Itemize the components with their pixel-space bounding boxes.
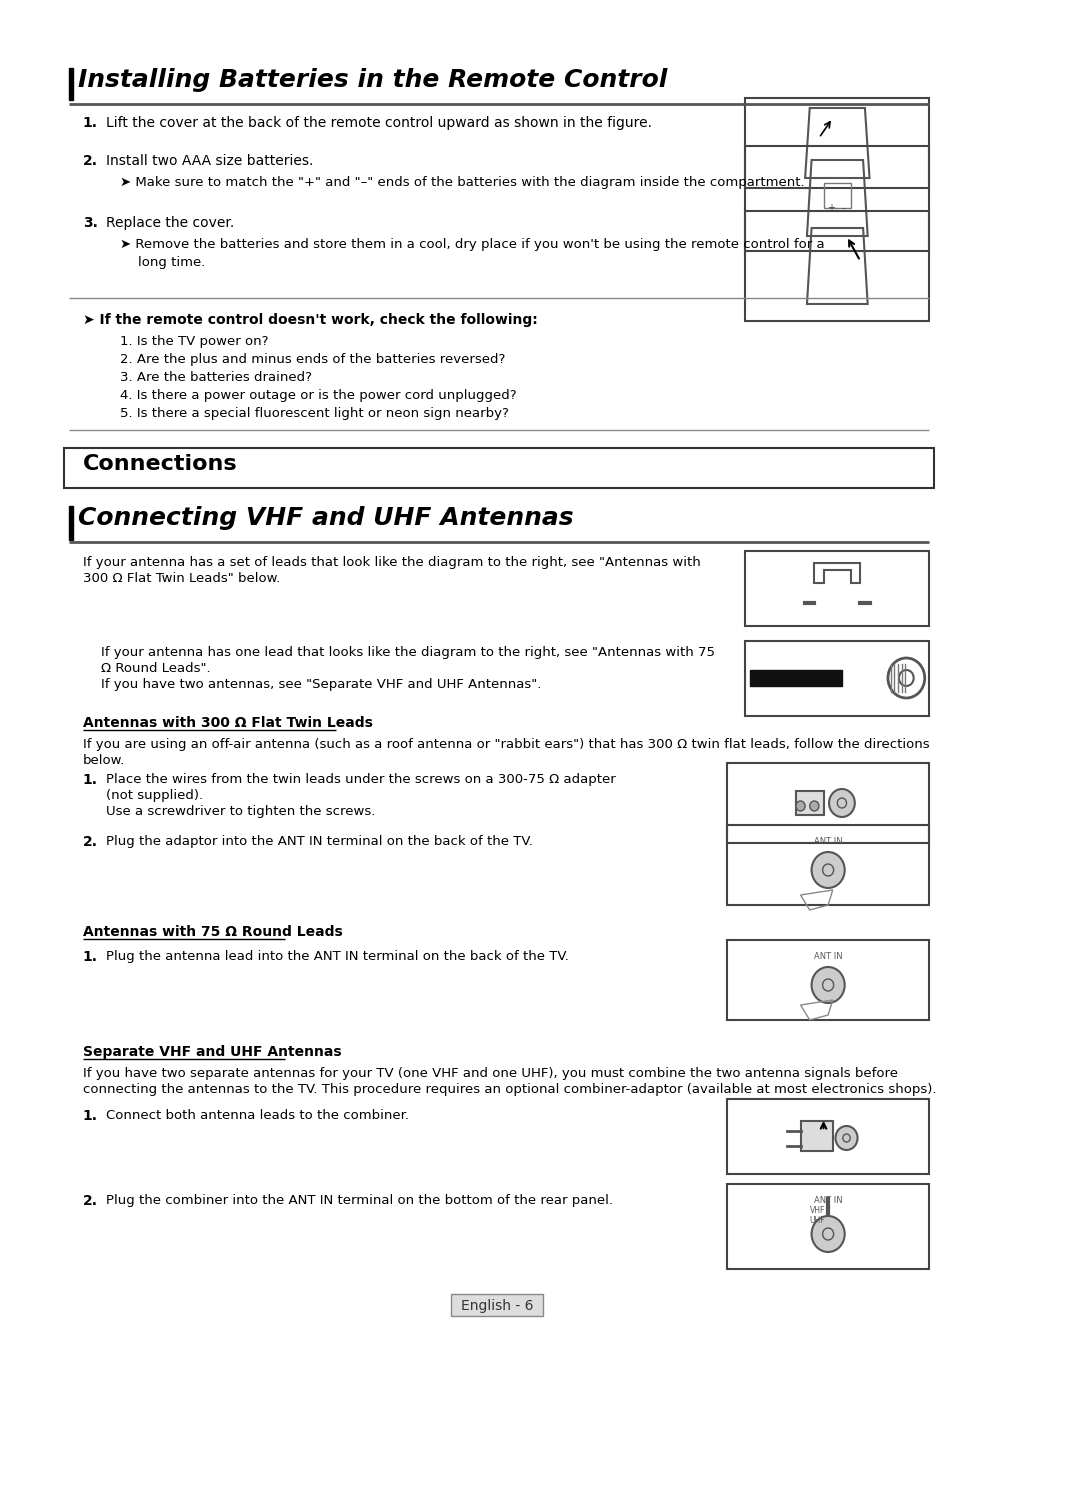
Bar [727, 1184, 930, 1269]
Text: Install two AAA size batteries.: Install two AAA size batteries. [106, 153, 313, 168]
Bar [727, 1100, 930, 1174]
Text: Antennas with 300 Ω Flat Twin Leads: Antennas with 300 Ω Flat Twin Leads [83, 716, 373, 731]
Bar [796, 792, 824, 815]
Text: 2. Are the plus and minus ends of the batteries reversed?: 2. Are the plus and minus ends of the ba… [120, 353, 505, 366]
Text: 300 Ω Flat Twin Leads" below.: 300 Ω Flat Twin Leads" below. [83, 571, 280, 585]
Text: Connecting VHF and UHF Antennas: Connecting VHF and UHF Antennas [78, 506, 573, 530]
Text: 1.: 1. [83, 772, 98, 787]
Text: Use a screwdriver to tighten the screws.: Use a screwdriver to tighten the screws. [106, 805, 375, 818]
Text: long time.: long time. [138, 256, 205, 269]
Bar [69, 506, 72, 540]
Text: UHF: UHF [810, 1216, 825, 1225]
Text: ANT IN: ANT IN [814, 836, 842, 847]
Text: 2.: 2. [83, 153, 98, 168]
Text: Place the wires from the twin leads under the screws on a 300-75 Ω adapter: Place the wires from the twin leads unde… [106, 772, 616, 786]
Text: Installing Batteries in the Remote Control: Installing Batteries in the Remote Contr… [78, 68, 667, 92]
Bar [69, 68, 72, 100]
Bar [824, 183, 851, 208]
Text: VHF: VHF [810, 1205, 825, 1216]
Bar [745, 211, 930, 321]
Bar [727, 824, 930, 905]
Text: 1.: 1. [83, 1109, 98, 1123]
Text: Plug the combiner into the ANT IN terminal on the bottom of the rear panel.: Plug the combiner into the ANT IN termin… [106, 1193, 612, 1207]
Circle shape [829, 789, 854, 817]
Bar [450, 1295, 543, 1315]
Bar [745, 98, 930, 187]
Text: 2.: 2. [83, 835, 98, 850]
Text: ➤ Make sure to match the "+" and "–" ends of the batteries with the diagram insi: ➤ Make sure to match the "+" and "–" end… [120, 176, 805, 189]
Text: English - 6: English - 6 [461, 1299, 534, 1312]
Text: 3.: 3. [83, 216, 97, 231]
Text: Separate VHF and UHF Antennas: Separate VHF and UHF Antennas [83, 1045, 341, 1059]
Circle shape [836, 1126, 858, 1150]
Text: ➤ Remove the batteries and store them in a cool, dry place if you won't be using: ➤ Remove the batteries and store them in… [120, 238, 824, 251]
Text: Lift the cover at the back of the remote control upward as shown in the figure.: Lift the cover at the back of the remote… [106, 116, 652, 129]
Text: 3. Are the batteries drained?: 3. Are the batteries drained? [120, 371, 312, 384]
Text: (not supplied).: (not supplied). [106, 789, 203, 802]
Circle shape [810, 801, 819, 811]
Bar [745, 551, 930, 626]
Text: Connections: Connections [83, 454, 238, 475]
Circle shape [811, 967, 845, 1003]
Text: ANT IN: ANT IN [814, 952, 842, 961]
Text: 4. Is there a power outage or is the power cord unplugged?: 4. Is there a power outage or is the pow… [120, 388, 516, 402]
Text: Plug the antenna lead into the ANT IN terminal on the back of the TV.: Plug the antenna lead into the ANT IN te… [106, 949, 569, 963]
Text: If you have two separate antennas for your TV (one VHF and one UHF), you must co: If you have two separate antennas for yo… [83, 1067, 897, 1080]
Text: Antennas with 75 Ω Round Leads: Antennas with 75 Ω Round Leads [83, 926, 342, 939]
Text: If your antenna has one lead that looks like the diagram to the right, see "Ante: If your antenna has one lead that looks … [102, 646, 715, 659]
Text: +  -: + - [828, 202, 847, 213]
Bar [65, 448, 934, 488]
Text: 2.: 2. [83, 1193, 98, 1208]
Bar [745, 146, 930, 251]
Bar [800, 1120, 833, 1152]
Text: Connect both antenna leads to the combiner.: Connect both antenna leads to the combin… [106, 1109, 409, 1122]
Bar [727, 763, 930, 844]
Circle shape [811, 853, 845, 888]
Text: 5. Is there a special fluorescent light or neon sign nearby?: 5. Is there a special fluorescent light … [120, 408, 509, 420]
Text: If you are using an off-air antenna (such as a roof antenna or "rabbit ears") th: If you are using an off-air antenna (suc… [83, 738, 930, 751]
Text: If you have two antennas, see "Separate VHF and UHF Antennas".: If you have two antennas, see "Separate … [102, 679, 541, 690]
Circle shape [796, 801, 805, 811]
Text: ANT IN: ANT IN [814, 1196, 842, 1205]
Text: below.: below. [83, 754, 125, 766]
Text: Ω Round Leads".: Ω Round Leads". [102, 662, 211, 676]
Bar [727, 940, 930, 1019]
Text: Replace the cover.: Replace the cover. [106, 216, 234, 231]
Text: 1. Is the TV power on?: 1. Is the TV power on? [120, 335, 268, 348]
Text: connecting the antennas to the TV. This procedure requires an optional combiner-: connecting the antennas to the TV. This … [83, 1083, 936, 1097]
Text: 1.: 1. [83, 116, 98, 129]
Text: Plug the adaptor into the ANT IN terminal on the back of the TV.: Plug the adaptor into the ANT IN termina… [106, 835, 532, 848]
Text: ➤ If the remote control doesn't work, check the following:: ➤ If the remote control doesn't work, ch… [83, 312, 538, 327]
Text: If your antenna has a set of leads that look like the diagram to the right, see : If your antenna has a set of leads that … [83, 557, 701, 568]
Circle shape [811, 1216, 845, 1251]
Bar [750, 670, 842, 686]
Text: 1.: 1. [83, 949, 98, 964]
Bar [745, 641, 930, 716]
